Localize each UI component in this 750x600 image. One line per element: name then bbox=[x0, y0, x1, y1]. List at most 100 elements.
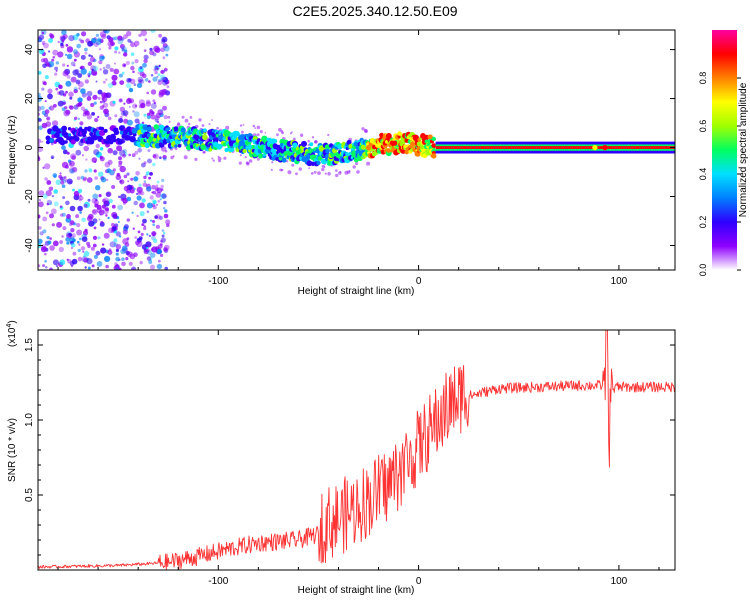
noise-cell bbox=[161, 88, 168, 96]
noise-cell bbox=[56, 221, 63, 228]
noise-cell bbox=[84, 228, 88, 232]
noise-cell bbox=[109, 241, 116, 248]
noise-cell bbox=[137, 230, 141, 234]
noise-cell bbox=[119, 165, 126, 173]
noise-cell bbox=[271, 161, 274, 164]
noise-cell bbox=[77, 117, 81, 121]
y-tick-label: 40 bbox=[24, 44, 35, 56]
ridge-cell bbox=[646, 146, 650, 149]
noise-cell bbox=[95, 80, 98, 83]
noise-cell bbox=[107, 159, 113, 165]
ridge-cell bbox=[439, 146, 443, 149]
noise-cell bbox=[152, 162, 156, 167]
noise-cell bbox=[42, 264, 46, 268]
noise-cell bbox=[143, 49, 147, 52]
noise-cell bbox=[189, 116, 193, 119]
ridge-cell bbox=[549, 146, 553, 149]
noise-cell bbox=[70, 242, 76, 248]
noise-cell bbox=[137, 148, 142, 153]
noise-cell bbox=[45, 266, 48, 269]
noise-cell bbox=[118, 195, 121, 199]
ridge-cell bbox=[569, 146, 572, 149]
ridge-cell bbox=[509, 146, 513, 149]
ridge-cell bbox=[543, 146, 547, 149]
ridge-cell bbox=[513, 146, 517, 149]
y-tick-label: 20 bbox=[24, 93, 35, 105]
noise-cell bbox=[69, 205, 76, 212]
ridge-cell bbox=[61, 125, 68, 132]
noise-cell bbox=[73, 58, 77, 62]
noise-cell bbox=[110, 41, 115, 47]
ridge-cell bbox=[520, 146, 524, 149]
noise-cell bbox=[105, 214, 108, 217]
noise-cell bbox=[150, 114, 156, 120]
ridge-cell bbox=[570, 146, 574, 149]
x-tick-label: 0 bbox=[416, 576, 422, 587]
noise-cell bbox=[69, 220, 75, 226]
colorbar-tick-label: 0.0 bbox=[698, 264, 708, 277]
ridge-cell bbox=[583, 146, 587, 149]
ridge-cell bbox=[623, 146, 627, 149]
noise-cell bbox=[72, 251, 77, 256]
noise-cell bbox=[163, 213, 169, 219]
noise-cell bbox=[93, 42, 99, 48]
ridge-cell bbox=[626, 146, 630, 149]
noise-cell bbox=[143, 54, 149, 60]
noise-cell bbox=[108, 37, 114, 43]
noise-cell bbox=[137, 79, 142, 84]
ridge-cell bbox=[617, 146, 621, 149]
noise-cell bbox=[38, 105, 42, 112]
ridge-cell bbox=[664, 146, 668, 149]
snr-scale-close: ) bbox=[7, 320, 18, 323]
noise-cell bbox=[143, 180, 146, 183]
noise-cell bbox=[344, 170, 349, 175]
noise-cell bbox=[65, 90, 68, 94]
noise-cell bbox=[156, 67, 159, 71]
noise-cell bbox=[91, 37, 97, 44]
noise-cell bbox=[79, 121, 84, 126]
noise-cell bbox=[314, 140, 318, 144]
noise-cell bbox=[152, 76, 158, 82]
ridge-cell bbox=[292, 142, 298, 148]
noise-cell bbox=[62, 63, 66, 67]
ridge-cell bbox=[431, 136, 436, 142]
ridge-cell bbox=[49, 138, 54, 143]
noise-cell bbox=[160, 188, 164, 191]
noise-cell bbox=[47, 93, 53, 100]
ridge-cell bbox=[579, 146, 583, 149]
noise-cell bbox=[157, 199, 161, 203]
ridge-cell bbox=[278, 156, 283, 161]
noise-cell bbox=[53, 189, 58, 194]
noise-cell bbox=[77, 81, 84, 88]
noise-cell bbox=[78, 101, 83, 106]
ridge-cell bbox=[59, 139, 66, 146]
noise-cell bbox=[57, 100, 64, 107]
noise-cell bbox=[93, 149, 100, 156]
noise-cell bbox=[117, 35, 123, 41]
ridge-cell bbox=[114, 127, 119, 132]
ridge-cell bbox=[128, 131, 133, 136]
noise-cell bbox=[146, 256, 152, 261]
noise-cell bbox=[66, 214, 71, 219]
noise-cell bbox=[71, 233, 76, 238]
noise-cell bbox=[90, 55, 93, 58]
noise-cell bbox=[256, 125, 261, 130]
x-tick-label: 100 bbox=[611, 276, 628, 287]
noise-cell bbox=[68, 233, 73, 237]
noise-cell bbox=[87, 244, 91, 249]
noise-cell bbox=[152, 205, 157, 210]
noise-cell bbox=[252, 124, 256, 128]
ridge-cell bbox=[282, 157, 287, 162]
noise-cell bbox=[129, 78, 136, 85]
noise-cell bbox=[73, 190, 80, 197]
noise-cell bbox=[140, 102, 146, 109]
noise-cell bbox=[96, 261, 103, 267]
noise-cell bbox=[138, 104, 143, 109]
ridge-cell bbox=[301, 140, 307, 147]
y-tick-label: -40 bbox=[24, 238, 35, 253]
noise-cell bbox=[147, 149, 151, 153]
noise-cell bbox=[114, 46, 119, 51]
noise-cell bbox=[99, 155, 104, 160]
noise-cell bbox=[43, 42, 49, 49]
noise-cell bbox=[92, 243, 97, 248]
